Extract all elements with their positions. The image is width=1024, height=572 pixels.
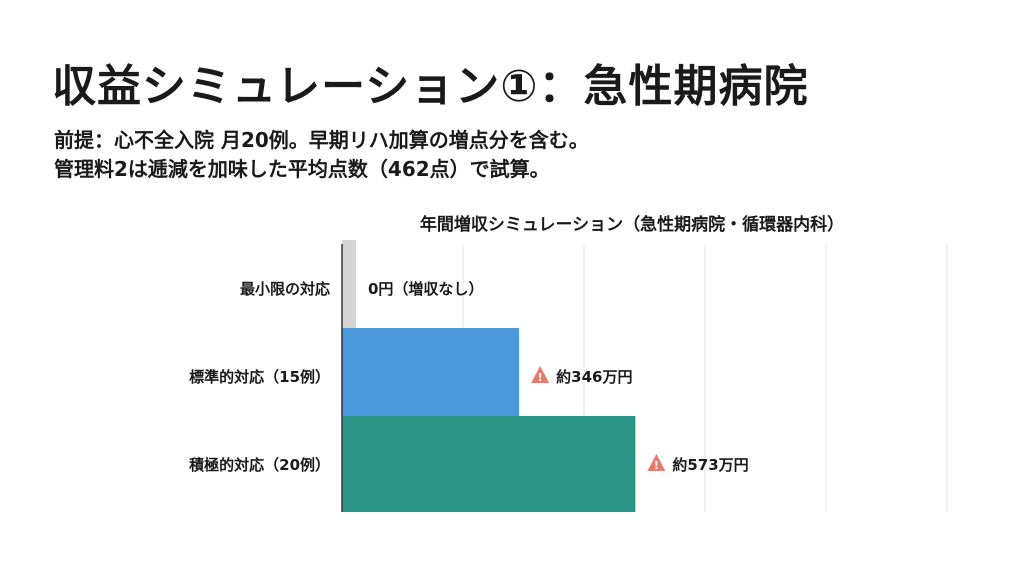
data-label: 0円（増収なし） <box>368 280 483 298</box>
premise-line-1: 前提：心不全入院 月20例。早期リハ加算の増点分を含む。 <box>54 128 589 152</box>
warning-icon-glyph: ! <box>538 371 543 384</box>
bar-3 <box>342 416 636 512</box>
bar-2 <box>342 328 520 424</box>
premise-text: 前提：心不全入院 月20例。早期リハ加算の増点分を含む。 管理料2は逓減を加味し… <box>54 126 589 184</box>
warning-icon-glyph: ! <box>654 459 659 472</box>
bar-1 <box>342 240 356 336</box>
chart-title: 年間増収シミュレーション（急性期病院・循環器内科） <box>419 215 845 235</box>
category-label: 積極的対応（20例） <box>188 456 330 474</box>
warning-icon <box>531 366 550 383</box>
premise-line-2: 管理料2は逓減を加味した平均点数（462点）で試算。 <box>54 157 550 181</box>
warning-icon <box>647 454 666 471</box>
data-label: 約573万円 <box>672 456 748 474</box>
category-label: 標準的対応（15例） <box>189 368 330 386</box>
slide-title: 収益シミュレーション①：急性期病院 <box>52 61 809 112</box>
data-label: 約346万円 <box>556 368 632 386</box>
category-label: 最小限の対応 <box>240 280 330 298</box>
